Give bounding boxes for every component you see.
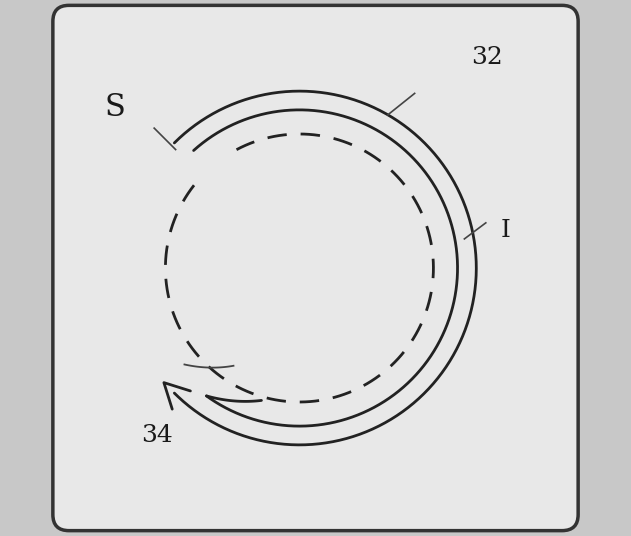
- Text: 34: 34: [141, 424, 173, 447]
- Text: I: I: [500, 219, 510, 242]
- FancyBboxPatch shape: [53, 5, 578, 531]
- Text: S: S: [105, 92, 126, 123]
- Text: 32: 32: [471, 46, 503, 69]
